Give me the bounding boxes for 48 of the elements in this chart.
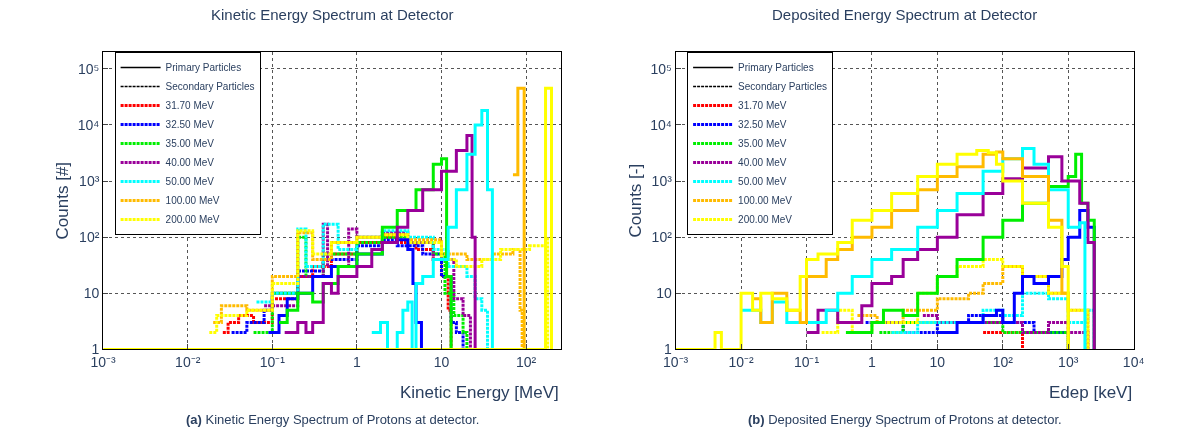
- legend-label: 32.50 MeV: [738, 119, 787, 131]
- y-tick-label: 10: [656, 285, 673, 302]
- x-tick-label: 10⁻²: [728, 354, 755, 371]
- y-axis-title: Counts [#]: [53, 161, 73, 240]
- y-tick-label: 10⁵: [650, 60, 672, 77]
- y-tick-label: 10: [83, 285, 100, 302]
- legend-label: 200.00 MeV: [738, 214, 793, 226]
- annotation: Primary Particles: [738, 62, 814, 74]
- y-tick-label: 10³: [651, 172, 673, 189]
- y-tick-label: 10³: [79, 172, 100, 189]
- x-tick-label: 10⁻¹: [793, 354, 820, 371]
- legend-label: 40.00 MeV: [738, 157, 787, 169]
- legend-label: 35.00 MeV: [165, 138, 215, 150]
- legend-label: 40.00 MeV: [165, 157, 215, 169]
- x-tick-label: 1: [868, 354, 877, 371]
- x-tick-label: 1: [352, 354, 361, 371]
- x-axis-title: Kinetic Energy [MeV]: [400, 383, 559, 402]
- x-tick-label: 10⁻¹: [259, 354, 286, 371]
- annotation: Secondary Particles: [738, 81, 828, 93]
- text: (b) Deposited Energy Spectrum of Protons at detector.: [748, 412, 1062, 427]
- y-tick-label: 10²: [651, 229, 673, 246]
- y-tick-label: 10²: [79, 229, 100, 246]
- x-tick-label: 10³: [1058, 354, 1079, 371]
- annotation: Primary Particles: [165, 62, 242, 74]
- x-tick-label: 10²: [515, 354, 537, 371]
- legend-label: 50.00 MeV: [738, 176, 787, 188]
- chart-title: Kinetic Energy Spectrum at Detector: [211, 6, 454, 23]
- annotation: Secondary Particles: [165, 81, 255, 93]
- legend-label: 50.00 MeV: [165, 176, 215, 188]
- text: (a) Kinetic Energy Spectrum of Protons at detector.: [186, 412, 480, 427]
- y-tick-label: 10⁴: [650, 116, 672, 133]
- x-axis-title: Edep [keV]: [1049, 383, 1133, 402]
- legend-label: 35.00 MeV: [738, 138, 787, 150]
- y-axis-title: Counts [-]: [625, 163, 645, 238]
- legend-label: 100.00 MeV: [165, 195, 220, 207]
- legend-label: 32.50 MeV: [165, 119, 215, 131]
- x-tick-label: 10⁻²: [175, 354, 201, 371]
- x-tick-label: 10²: [992, 354, 1014, 371]
- x-tick-label: 10⁴: [1122, 354, 1145, 371]
- legend-label: 100.00 MeV: [738, 195, 793, 207]
- y-tick-label: 10⁴: [77, 116, 100, 133]
- x-tick-label: 10: [433, 354, 450, 371]
- y-tick-label: 10⁵: [77, 60, 100, 77]
- chart-title: Deposited Energy Spectrum at Detector: [772, 6, 1038, 23]
- x-tick-label: 10: [929, 354, 946, 371]
- legend-label: 31.70 MeV: [738, 100, 787, 112]
- legend-label: 200.00 MeV: [165, 214, 220, 226]
- legend-label: 31.70 MeV: [165, 100, 215, 112]
